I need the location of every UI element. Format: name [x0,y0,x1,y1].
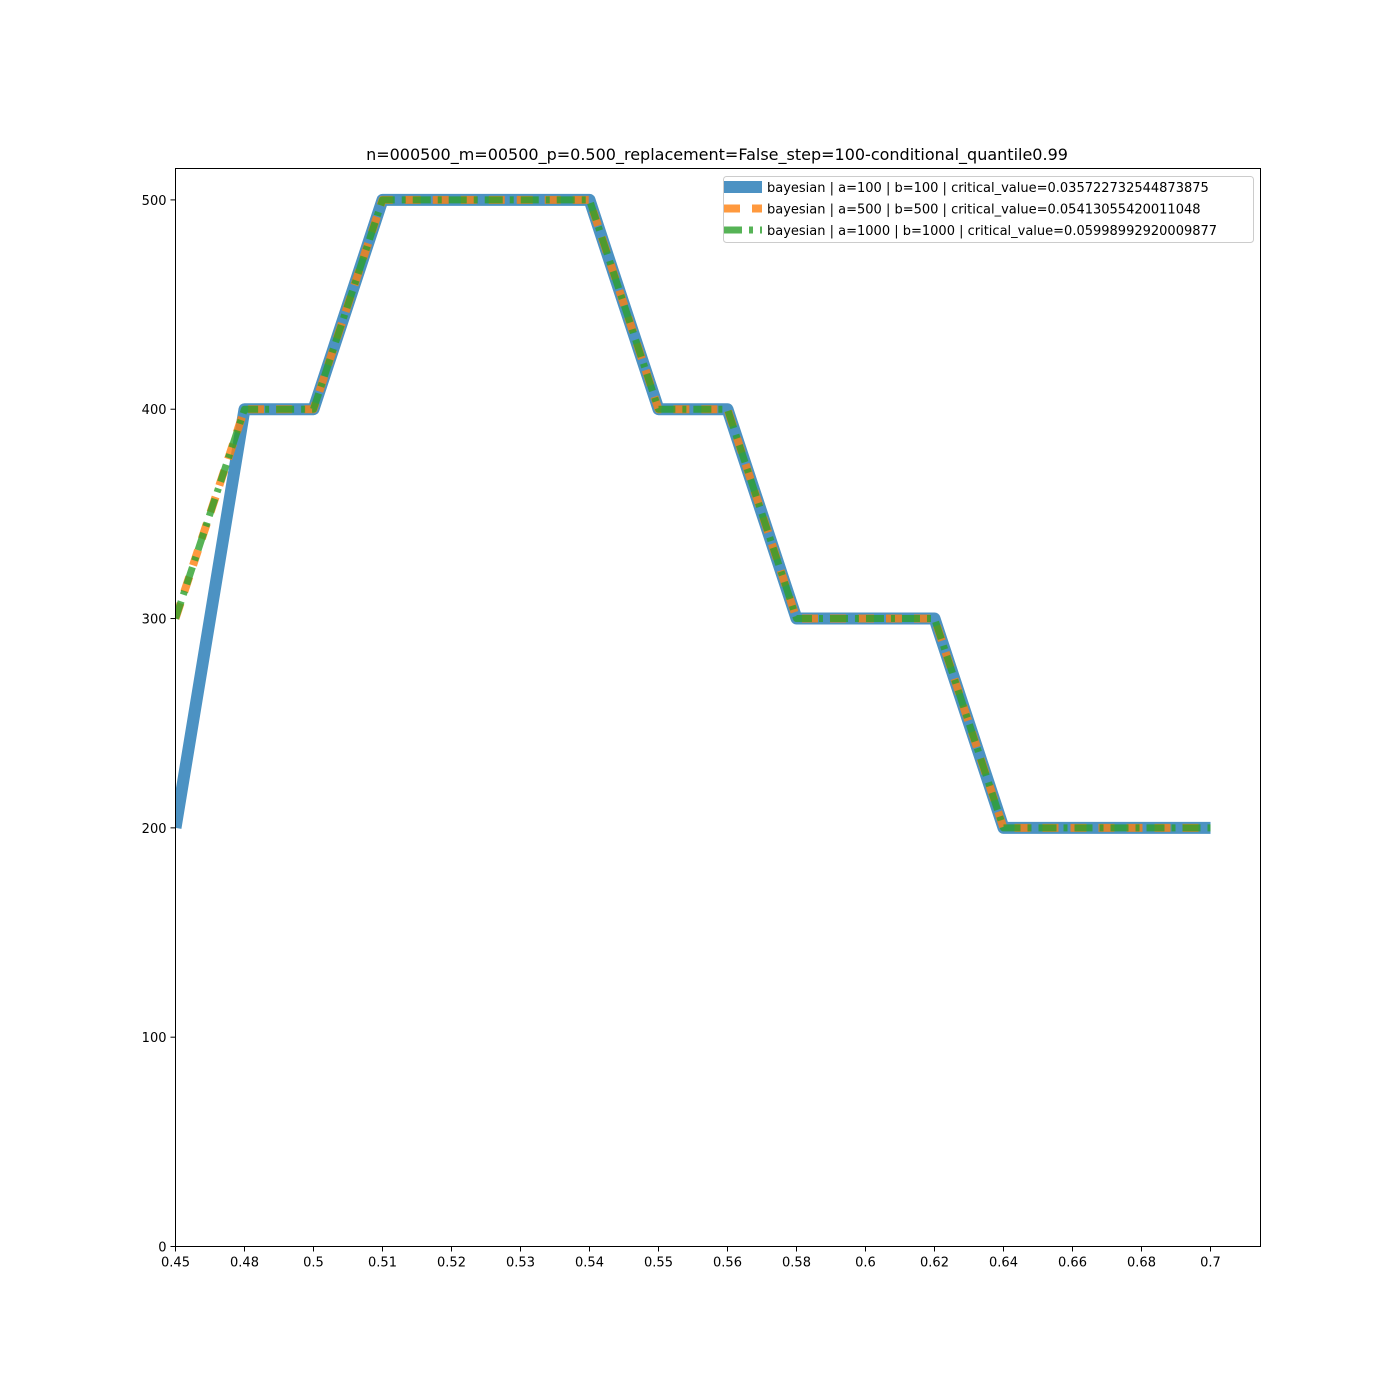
x-tick-label: 0.64 [989,1256,1018,1271]
series-line-3 [175,196,1211,832]
x-tick-label: 0.66 [1058,1256,1087,1271]
legend-label: bayesian | a=100 | b=100 | critical_valu… [767,181,1209,196]
x-tick-label: 0.56 [713,1256,742,1271]
x-tick-label: 0.7 [1200,1256,1221,1271]
x-tick-label: 0.58 [782,1256,811,1271]
x-tick-label: 0.52 [437,1256,466,1271]
x-axis: 0.45 0.48 0.5 0.51 0.52 0.53 0.54 0.55 0.56 0.58 0… [161,1246,1221,1271]
y-tick-label: 0 [158,1241,166,1256]
x-tick-label: 0.68 [1127,1256,1156,1271]
x-tick-label: 0.62 [920,1256,949,1271]
plot-frame [175,168,1261,1247]
series-line-1 [175,193,1211,834]
x-tick-label: 0.6 [855,1256,876,1271]
y-tick-label: 300 [142,613,167,628]
y-tick-label: 400 [142,403,167,418]
y-tick-label: 100 [142,1031,167,1046]
y-tick-label: 200 [142,822,167,837]
legend: bayesian | a=100 | b=100 | critical_valu… [723,176,1254,243]
plot-lines [175,193,1211,834]
x-tick-label: 0.48 [230,1256,259,1271]
legend-label: bayesian | a=500 | b=500 | critical_valu… [767,203,1201,218]
x-tick-label: 0.51 [368,1256,397,1271]
x-tick-label: 0.5 [303,1256,324,1271]
x-tick-label: 0.55 [644,1256,673,1271]
legend-label: bayesian | a=1000 | b=1000 | critical_va… [767,224,1217,239]
y-tick-label: 500 [142,194,167,209]
legend-box [723,176,1254,243]
y-axis: 0 100 200 300 400 500 [142,194,176,1256]
x-tick-label: 0.45 [161,1256,190,1271]
x-tick-label: 0.54 [575,1256,604,1271]
x-tick-label: 0.53 [506,1256,535,1271]
chart-title: n=000500_m=00500_p=0.500_replacement=Fal… [366,145,1068,165]
series-line-2 [175,195,1211,832]
